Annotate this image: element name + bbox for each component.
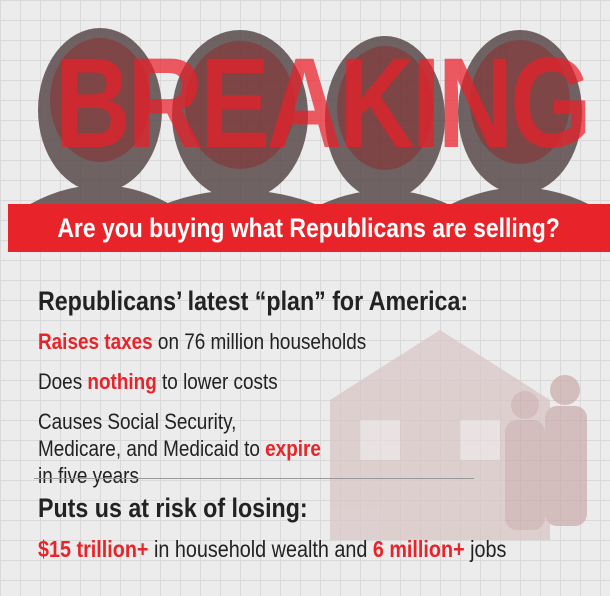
emphasis-text: Raises taxes <box>38 329 153 354</box>
text-segment: jobs <box>464 536 507 562</box>
portraits <box>20 28 600 210</box>
point: Does nothing to lower costs <box>38 369 278 395</box>
text-segment: on 76 million households <box>152 329 367 354</box>
risk-heading: Puts us at risk of losing: <box>38 493 308 523</box>
divider <box>34 478 474 479</box>
banner-text: Are you buying what Republicans are sell… <box>57 213 561 243</box>
emphasis-text: $15 trillion+ <box>38 536 149 562</box>
text-segment: to lower costs <box>156 369 278 394</box>
stamp-text: BREAKING <box>54 32 592 175</box>
text-segment: Causes Social Security, Medicare, and Me… <box>38 409 266 461</box>
risk-line: $15 trillion+ in household wealth and 6 … <box>38 536 506 562</box>
emphasis-text: nothing <box>87 369 157 394</box>
emphasis-text: expire <box>265 436 321 461</box>
banner: Are you buying what Republicans are sell… <box>8 204 610 252</box>
text-segment: in five years <box>38 463 139 488</box>
emphasis-text: 6 million+ <box>372 536 465 562</box>
house-illustration <box>330 330 587 540</box>
point: Raises taxes on 76 million households <box>38 329 366 355</box>
heading: Republicans’ latest “plan” for America: <box>38 286 469 316</box>
text-segment: Does <box>38 369 88 394</box>
text-segment: in household wealth and <box>148 536 373 562</box>
point: Causes Social Security, Medicare, and Me… <box>38 408 322 489</box>
